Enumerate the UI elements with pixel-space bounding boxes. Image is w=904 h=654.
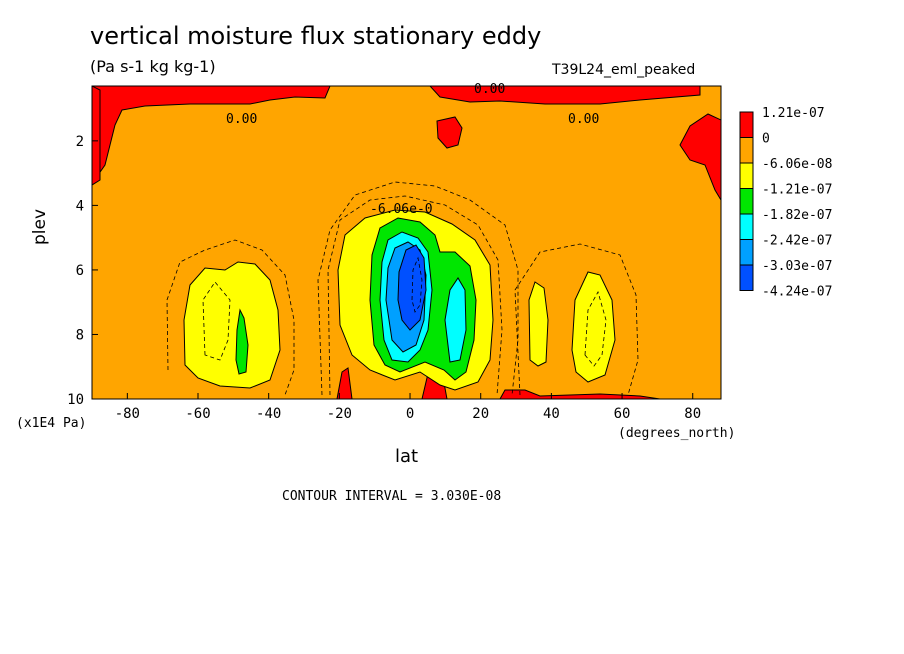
chart-units-subtitle: (Pa s-1 kg kg-1) [90, 57, 216, 76]
legend-label: 1.21e-07 [762, 106, 825, 121]
dashed-contour-right-outer [514, 243, 639, 396]
contour-fill-cyan-right [444, 277, 467, 363]
run-label: T39L24_eml_peaked [552, 62, 696, 78]
x-tick-label: 60 [614, 406, 631, 422]
contour-label-0-top: 0.00 [474, 82, 505, 97]
dashed-contour-left-inner [202, 281, 231, 361]
x-tick-label: -80 [115, 406, 140, 422]
legend-swatch [739, 111, 754, 138]
y-tick-label: 6 [76, 263, 84, 279]
legend-label: -2.42e-07 [762, 234, 832, 249]
contour-fill-red-island [436, 116, 463, 149]
dashed-contour-center-core-a [411, 256, 423, 313]
contour-fill-red-bottom-a [336, 367, 353, 399]
legend-label: -4.24e-07 [762, 285, 832, 300]
x-tick-label: 40 [543, 406, 560, 422]
legend-swatch-min [739, 264, 754, 291]
axis-ticks: -80 -60 -40 -20 0 20 40 60 80 2 4 6 8 10 [67, 134, 701, 422]
legend: 1.21e-07 0 -6.06e-08 -1.21e-07 -1.82e-07 -2.4… [739, 106, 832, 300]
y-tick-label: 2 [76, 134, 84, 150]
dashed-contour-right-inner [584, 290, 607, 367]
legend-label: -1.21e-07 [762, 183, 832, 198]
contour-fill-red-left-strip [92, 86, 101, 186]
plot-area [92, 86, 721, 399]
contour-fill-blue-core [397, 244, 427, 331]
x-tick-label: 0 [406, 406, 414, 422]
x-tick-label: -40 [256, 406, 281, 422]
legend-label: -1.82e-07 [762, 208, 832, 223]
legend-label: -3.03e-07 [762, 259, 832, 274]
plot-frame [91, 85, 722, 400]
contour-fill-yellow-left [183, 261, 281, 389]
legend-label: 0 [762, 132, 770, 147]
chart-title: vertical moisture flux stationary eddy [90, 22, 542, 50]
contour-fill-red-top-mid [429, 86, 701, 105]
contour-label-0-right: 0.00 [568, 112, 599, 127]
contour-label-neg-6e-08: -6.06e-0 [370, 202, 433, 217]
legend-swatch [739, 162, 754, 189]
dashed-contour-lines [166, 181, 639, 396]
y-tick-label: 10 [67, 392, 84, 408]
y-tick-label: 4 [76, 198, 84, 214]
x-axis-units: (degrees_north) [618, 426, 736, 441]
x-tick-label: -20 [327, 406, 352, 422]
x-axis-label: lat [395, 446, 419, 467]
dashed-contour-center-inner [327, 195, 503, 396]
contour-fill-yellow-right-a [528, 281, 549, 367]
legend-swatch [739, 213, 754, 240]
x-tick-label: 20 [472, 406, 489, 422]
legend-swatch [739, 137, 754, 164]
dashed-contour-center-outer [317, 181, 519, 396]
contour-interval-note: CONTOUR INTERVAL = 3.030E-08 [282, 489, 502, 504]
legend-label: -6.06e-08 [762, 157, 832, 172]
contour-fill-green-left [235, 308, 249, 375]
contour-label-0-left: 0.00 [226, 112, 257, 127]
legend-swatch [739, 188, 754, 215]
legend-swatch [739, 239, 754, 266]
y-axis-units: (x1E4 Pa) [16, 416, 87, 431]
contour-fill-yellow-right-b [571, 271, 616, 383]
x-tick-label: 80 [684, 406, 701, 422]
contour-fill-red-top [92, 86, 721, 201]
x-tick-label: -60 [185, 406, 210, 422]
y-tick-label: 8 [76, 327, 84, 343]
dashed-contour-left-outer [166, 239, 295, 396]
